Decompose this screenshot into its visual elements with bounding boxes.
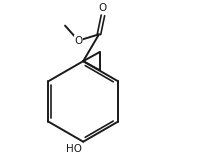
Text: O: O (99, 2, 107, 12)
Text: HO: HO (66, 144, 82, 154)
Text: O: O (74, 36, 83, 46)
